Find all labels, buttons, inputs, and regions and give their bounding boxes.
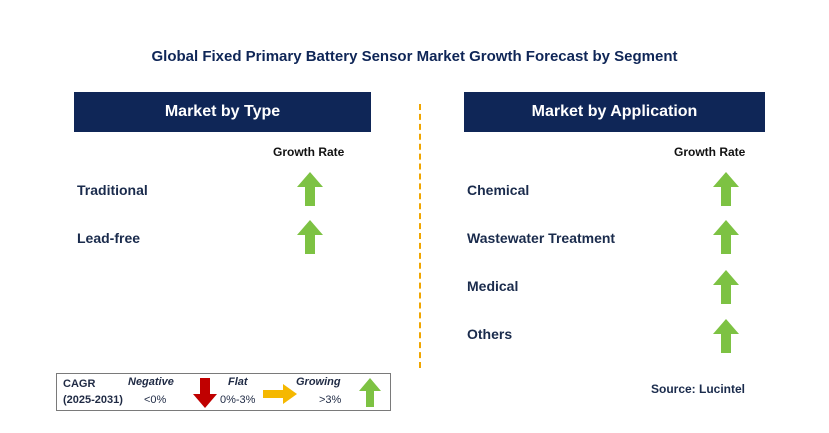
- application-label-chemical: Chemical: [467, 182, 530, 198]
- growing-arrow-icon: [713, 319, 739, 353]
- growing-arrow-icon: [297, 172, 323, 206]
- legend-flat-range: 0%-3%: [220, 394, 256, 406]
- panel-divider: [419, 104, 421, 368]
- market-by-application-header: Market by Application: [464, 92, 765, 132]
- growing-arrow-icon: [359, 378, 381, 407]
- legend-cagr-label: CAGR: [63, 378, 96, 390]
- type-label-lead-free: Lead-free: [77, 230, 141, 246]
- growing-arrow-icon: [713, 270, 739, 304]
- legend-growing-range: >3%: [319, 394, 342, 406]
- legend-negative-range: <0%: [144, 394, 167, 406]
- type-growth-rate-header: Growth Rate: [273, 145, 345, 159]
- legend-period: (2025-2031): [63, 394, 123, 406]
- growing-arrow-icon: [297, 220, 323, 254]
- chart-title: Global Fixed Primary Battery Sensor Mark…: [151, 48, 678, 65]
- growing-arrow-icon: [713, 172, 739, 206]
- negative-arrow-icon: [193, 378, 217, 408]
- source-note: Source: Lucintel: [651, 382, 746, 396]
- cagr-legend: CAGR (2025-2031) Negative <0% Flat 0%-3%…: [56, 373, 391, 411]
- application-label-medical: Medical: [467, 278, 519, 294]
- legend-growing-label: Growing: [296, 376, 341, 388]
- type-label-traditional: Traditional: [77, 182, 148, 198]
- application-label-others: Others: [467, 326, 513, 342]
- application-growth-rate-header: Growth Rate: [674, 145, 746, 159]
- application-label-wastewater-treatment: Wastewater Treatment: [467, 230, 616, 246]
- legend-negative-label: Negative: [128, 376, 174, 388]
- market-by-type-header: Market by Type: [74, 92, 371, 132]
- flat-arrow-icon: [263, 384, 297, 404]
- legend-flat-label: Flat: [228, 376, 248, 388]
- growing-arrow-icon: [713, 220, 739, 254]
